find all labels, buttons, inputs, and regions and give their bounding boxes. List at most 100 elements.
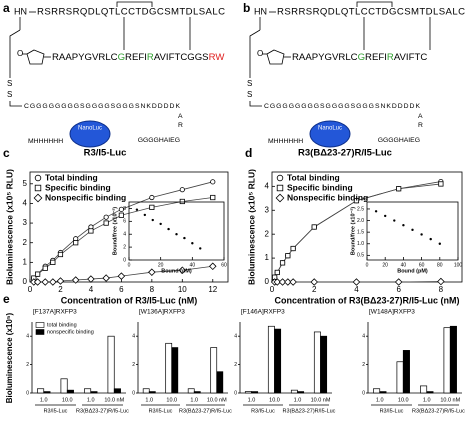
sulfur: S bbox=[247, 90, 252, 99]
y-tick-label: 4 bbox=[26, 334, 29, 340]
x-tick-label: 2 bbox=[58, 285, 63, 294]
inset-point bbox=[159, 222, 162, 226]
data-point bbox=[210, 179, 216, 185]
inset-x-label: Bound (pM) bbox=[397, 268, 428, 274]
his-tag: MHHHHHH bbox=[268, 138, 303, 145]
data-point bbox=[148, 268, 156, 276]
x-tick-label: 2 bbox=[312, 285, 317, 294]
nanoluc-label: NanoLuc bbox=[318, 126, 342, 132]
y-tick-label: 2 bbox=[362, 362, 365, 368]
panel-letter: a bbox=[3, 1, 10, 15]
data-point bbox=[311, 224, 317, 230]
y-axis-label: Bioluminescence (x10⁵ RLU) bbox=[246, 169, 256, 285]
data-point bbox=[179, 187, 185, 193]
data-point bbox=[209, 262, 217, 271]
bar bbox=[379, 391, 387, 394]
legend-marker bbox=[276, 174, 284, 182]
sulfur: S bbox=[7, 90, 12, 99]
legend-marker bbox=[276, 184, 284, 192]
bar bbox=[320, 335, 328, 394]
y-tick-label: 0 bbox=[265, 277, 270, 286]
inset-y-label: Bound/free (x10⁻²) bbox=[349, 207, 356, 255]
residue-group: RW bbox=[209, 52, 226, 63]
y-tick-label: 0 bbox=[362, 390, 365, 396]
bar bbox=[84, 388, 92, 394]
data-point bbox=[352, 278, 361, 286]
inset-point bbox=[167, 227, 170, 231]
y-tick-label: 4 bbox=[265, 181, 270, 190]
bar bbox=[216, 371, 224, 394]
bar bbox=[142, 388, 150, 394]
data-point bbox=[35, 271, 41, 277]
legend-label: Total binding bbox=[45, 172, 98, 182]
y-tick-label: 2 bbox=[132, 362, 135, 368]
data-point bbox=[289, 278, 297, 286]
group-label: R3(BΔ23-27)R/I5-Luc bbox=[283, 408, 336, 414]
y-tick-label: 2 bbox=[234, 362, 237, 368]
panel-title: [W148A]RXFP3 bbox=[369, 309, 415, 316]
y-tick-label: 0 bbox=[132, 390, 135, 396]
group-label: R3/I5-Luc bbox=[149, 408, 173, 414]
ring-atom: O bbox=[17, 49, 23, 58]
x-tick-label: 0 bbox=[28, 285, 33, 294]
group-label: R3/I5-Luc bbox=[251, 408, 275, 414]
data-point bbox=[103, 220, 109, 226]
x-tick-label: 0 bbox=[366, 262, 369, 268]
legend-marker bbox=[34, 174, 42, 182]
data-point bbox=[118, 212, 124, 218]
group-label: R3/I5-Luc bbox=[44, 408, 68, 414]
data-point bbox=[437, 277, 445, 286]
bar bbox=[37, 388, 45, 394]
x-tick-label: 10 bbox=[178, 285, 187, 294]
ring-atom: O bbox=[257, 49, 263, 58]
bar bbox=[313, 331, 321, 394]
data-point bbox=[56, 277, 65, 285]
y-axis-label: Bioluminescence (x10⁵) bbox=[5, 312, 14, 403]
y-tick-label: 8 bbox=[123, 206, 126, 212]
y-tick-label: 2.0 bbox=[357, 218, 364, 224]
panel-title: [W136A]RXFP3 bbox=[139, 309, 185, 316]
panel-letter: c bbox=[3, 146, 10, 160]
legend-marker bbox=[275, 193, 285, 203]
bar bbox=[267, 325, 275, 394]
data-point bbox=[394, 278, 403, 286]
x-tick-label: 8 bbox=[150, 285, 155, 294]
data-point bbox=[278, 278, 287, 286]
legend-label: nonspecific binding bbox=[47, 329, 94, 335]
y-tick-label: 4 bbox=[132, 334, 135, 340]
bond bbox=[9, 101, 22, 107]
residue-group: RAAPYGVRLC bbox=[292, 52, 358, 63]
residue-group: REFI bbox=[125, 52, 147, 63]
inset-point bbox=[199, 247, 202, 250]
inset-point bbox=[135, 208, 139, 211]
ring bbox=[26, 49, 45, 65]
legend-label: Specific binding bbox=[287, 182, 353, 192]
inset-point bbox=[438, 242, 441, 245]
inset-point bbox=[384, 214, 387, 218]
y-tick-label: 4 bbox=[23, 199, 28, 208]
inset-point bbox=[143, 213, 147, 217]
bar bbox=[66, 389, 74, 394]
residue-group: AVIFTCGGS bbox=[154, 52, 209, 63]
inset-y-label: Bound/free (x10⁻²) bbox=[111, 207, 118, 255]
x-tick-label: 10.0 nM bbox=[104, 397, 124, 403]
bar bbox=[396, 361, 404, 394]
bar bbox=[43, 391, 51, 394]
y-tick-label: 1 bbox=[265, 253, 270, 262]
group-label: R3(BΔ23-27)R/I5-Luc bbox=[412, 408, 465, 414]
bar bbox=[402, 350, 410, 394]
y-tick-label: 0.5 bbox=[357, 253, 364, 259]
x-tick-label: 10.0 bbox=[62, 397, 73, 403]
data-point bbox=[438, 181, 444, 187]
tail-residue: R bbox=[178, 122, 183, 129]
y-axis-label: Bioluminescence (x10⁵ RLU) bbox=[4, 169, 14, 285]
data-point bbox=[178, 266, 187, 274]
x-tick-label: 6 bbox=[396, 285, 401, 294]
x-tick-label: 1.0 bbox=[40, 397, 48, 403]
data-point bbox=[117, 272, 126, 280]
group-label: R3(BΔ23-27)R/I5-Luc bbox=[76, 408, 129, 414]
plot-frame bbox=[128, 201, 225, 261]
bar bbox=[290, 389, 298, 394]
y-tick-label: 2 bbox=[123, 244, 126, 250]
